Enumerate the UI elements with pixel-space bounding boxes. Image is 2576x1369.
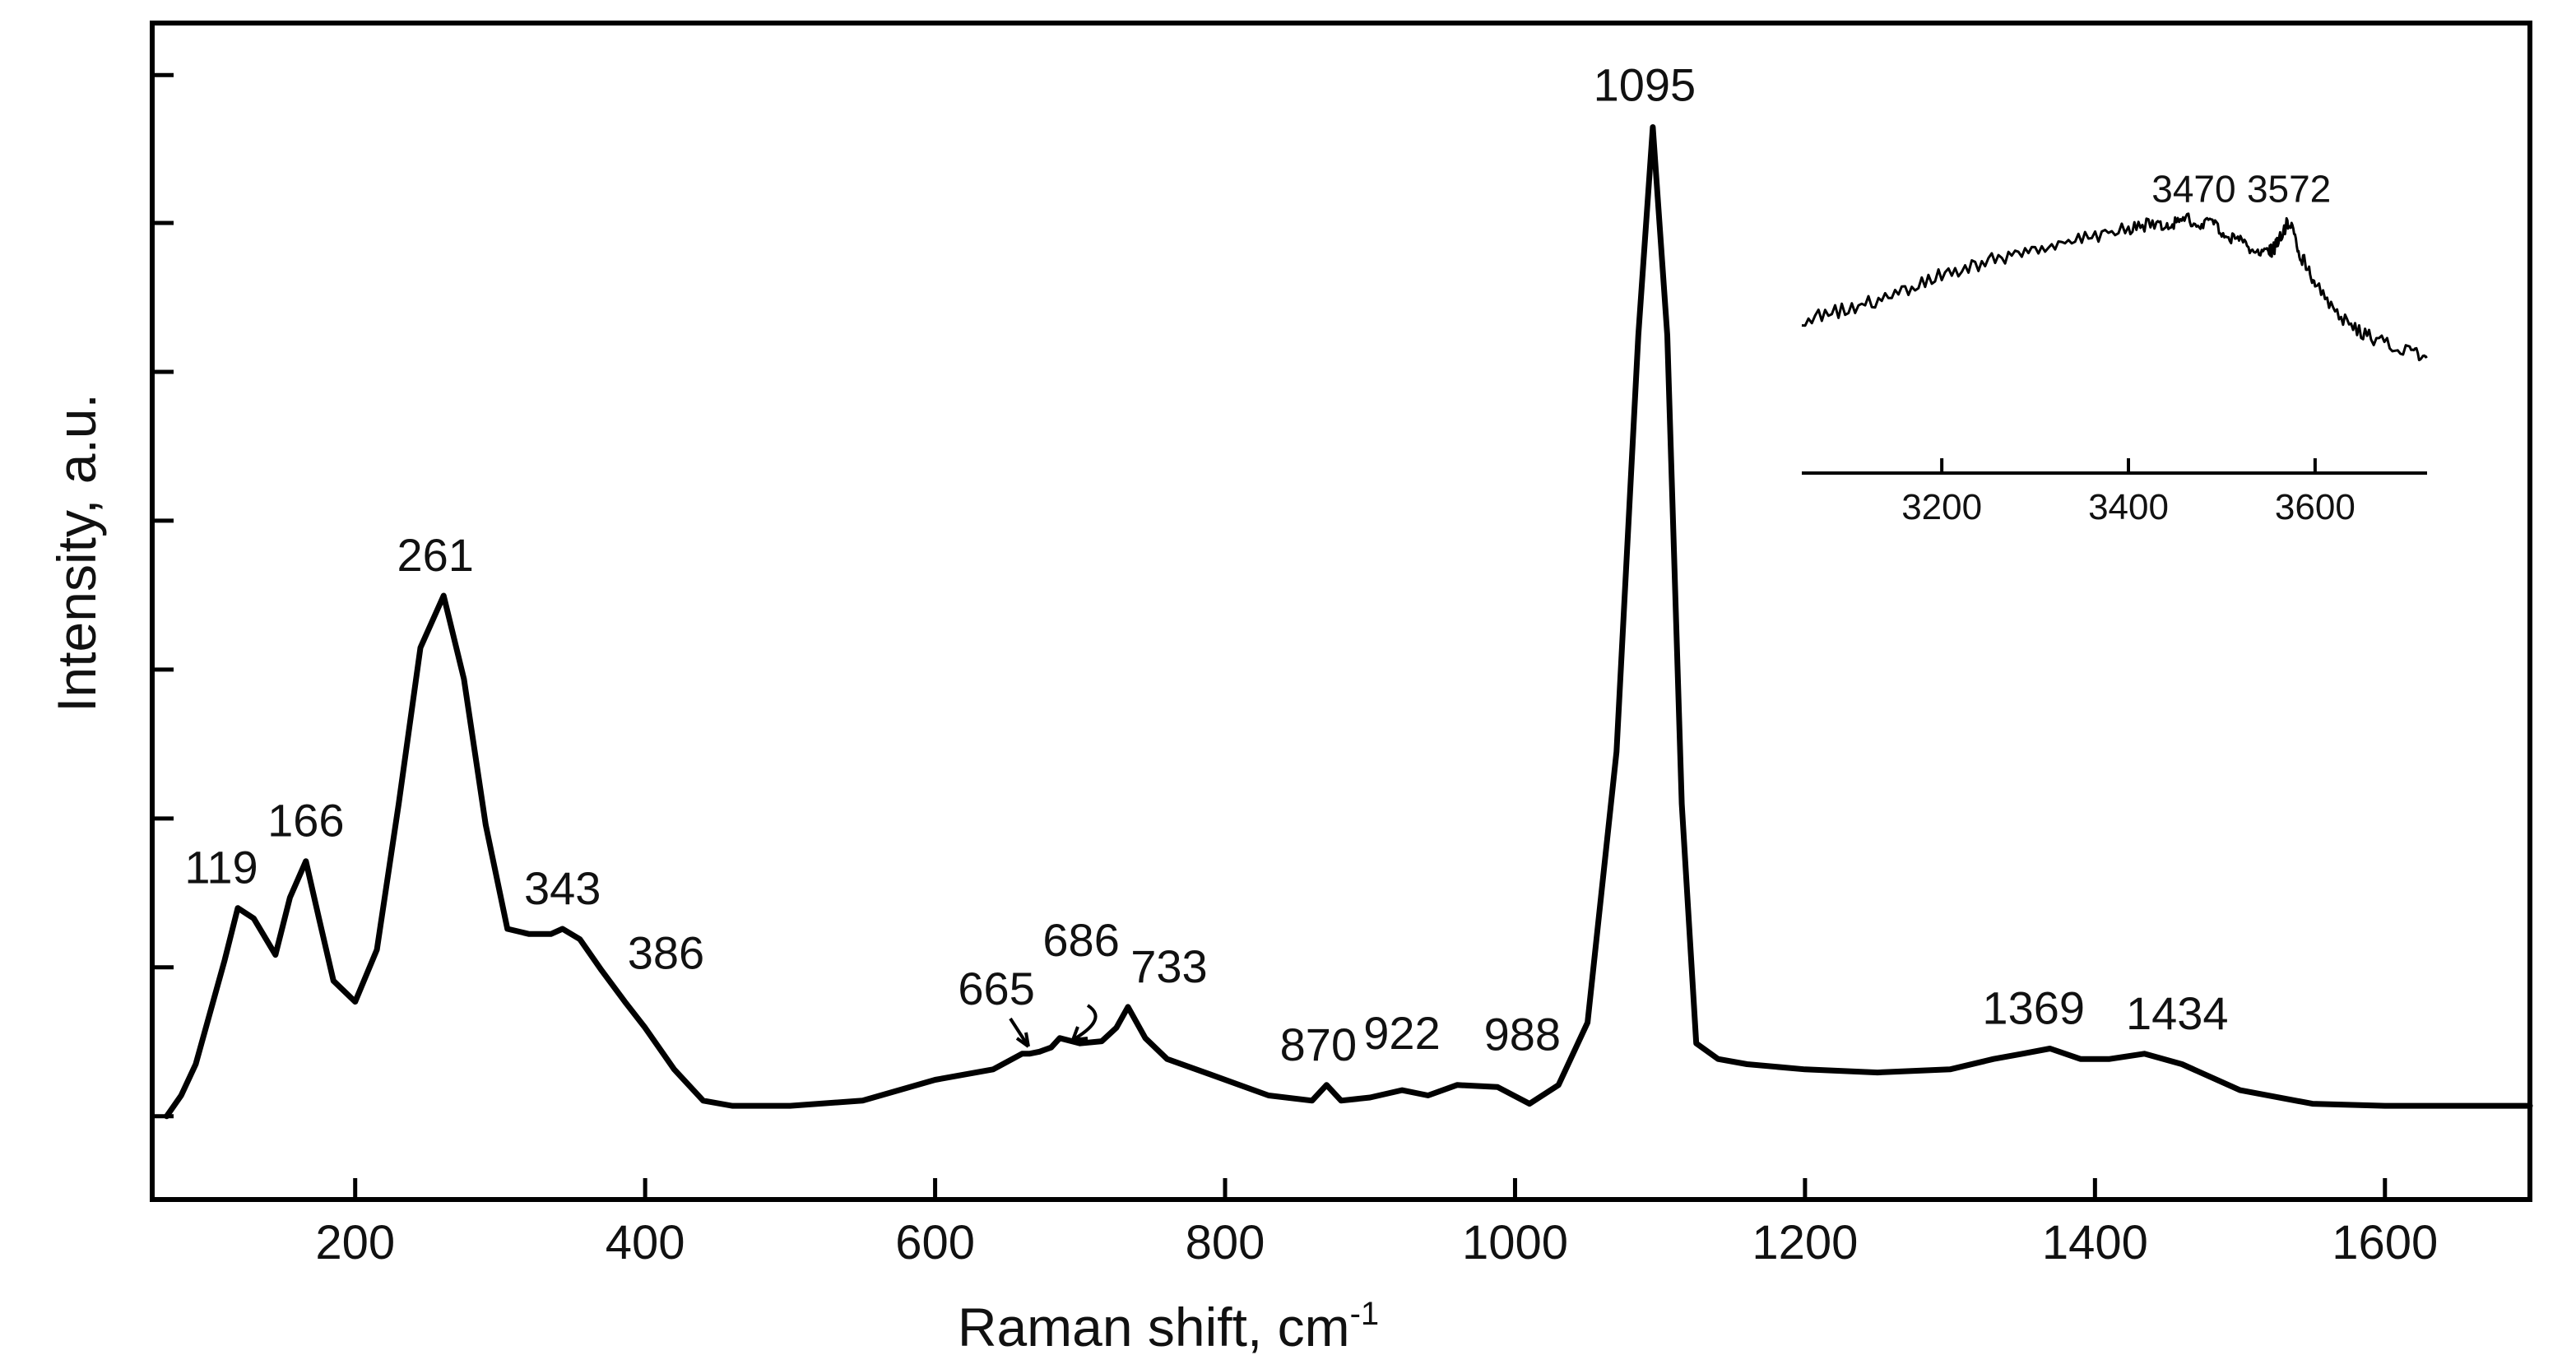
peak-label-1095: 1095	[1594, 59, 1696, 111]
x-tick-label: 1400	[2042, 1216, 2148, 1269]
peak-label-686: 686	[1042, 914, 1119, 966]
peak-label-870: 870	[1280, 1019, 1357, 1070]
inset-peak-label-3572: 3572	[2247, 168, 2331, 211]
x-axis-tick-labels: 200 400 600 800 1000 1200 1400 1600	[315, 1216, 2438, 1269]
peak-label-261: 261	[397, 529, 473, 581]
peak-label-166: 166	[267, 795, 344, 847]
peak-label-665: 665	[958, 963, 1034, 1014]
x-axis-ticks	[353, 1178, 2388, 1200]
inset-chart: 3200 3400 3600 3470 3572	[1801, 168, 2428, 527]
peak-label-386: 386	[628, 927, 704, 979]
arrow-665	[1009, 1017, 1030, 1048]
inset-x-tick-label: 3200	[1901, 487, 1982, 527]
inset-peak-labels: 3470 3572	[2151, 168, 2331, 211]
inset-x-ticks	[1940, 458, 2317, 473]
peak-label-922: 922	[1363, 1007, 1440, 1059]
spectrum-line	[164, 124, 2533, 1120]
x-axis-title: Raman shift, cm-1	[958, 1296, 1379, 1357]
x-tick-label: 600	[895, 1216, 975, 1269]
peak-label-119: 119	[184, 842, 258, 893]
arrow-686	[1071, 1004, 1098, 1042]
x-tick-label: 1000	[1462, 1216, 1568, 1269]
x-tick-label: 400	[606, 1216, 685, 1269]
peak-label-988: 988	[1484, 1008, 1561, 1060]
y-axis-ticks	[152, 72, 174, 1119]
plot-frame	[150, 21, 2532, 1202]
y-axis-title: Intensity, a.u.	[46, 393, 107, 712]
inset-peak-label-3470: 3470	[2151, 168, 2235, 211]
inset-x-tick-label: 3400	[2088, 487, 2169, 527]
inset-x-tick-labels: 3200 3400 3600	[1901, 487, 2356, 527]
x-tick-label: 800	[1186, 1216, 1265, 1269]
x-tick-label: 200	[315, 1216, 395, 1269]
x-tick-label: 1600	[2332, 1216, 2438, 1269]
inset-spectrum-line	[1801, 212, 2428, 362]
x-tick-label: 1200	[1752, 1216, 1858, 1269]
inset-x-tick-label: 3600	[2275, 487, 2356, 527]
peak-label-1369: 1369	[1982, 982, 2085, 1034]
peak-label-733: 733	[1130, 940, 1207, 992]
peak-label-1434: 1434	[2126, 987, 2229, 1039]
peak-label-343: 343	[524, 862, 601, 914]
